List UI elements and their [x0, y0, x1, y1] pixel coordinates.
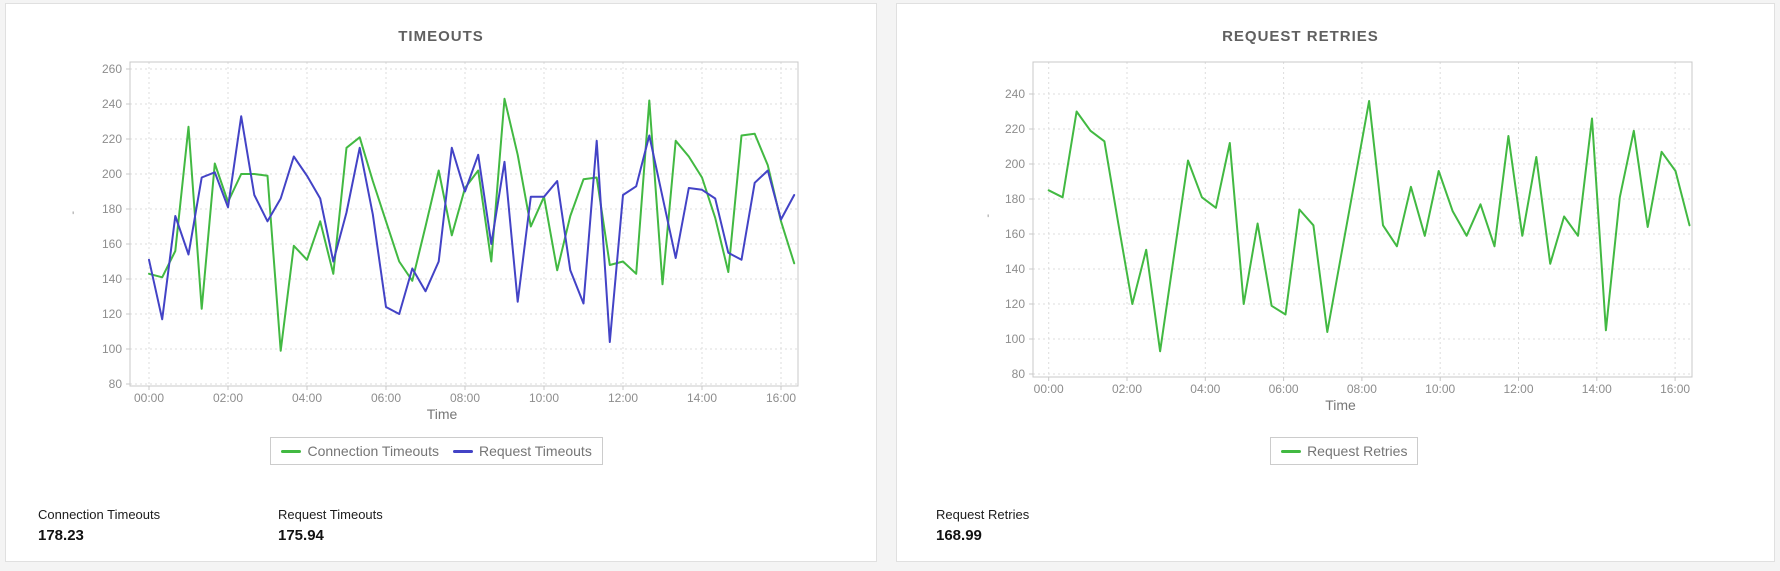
x-tick-label: 14:00	[687, 391, 717, 405]
y-tick-label: 80	[109, 377, 123, 391]
x-tick-label: 08:00	[450, 391, 480, 405]
x-tick-label: 06:00	[1269, 382, 1299, 396]
y-tick-label: 200	[1005, 157, 1025, 171]
x-tick-label: 04:00	[292, 391, 322, 405]
y-tick-label: 100	[1005, 332, 1025, 346]
y-tick-label: 80	[1012, 367, 1026, 381]
legend-item-connection-timeouts[interactable]: Connection Timeouts	[281, 443, 439, 459]
stat-value: 178.23	[38, 527, 84, 544]
stat-value: 175.94	[278, 527, 324, 544]
y-tick-label: 180	[102, 202, 122, 216]
stat-item: Request Timeouts 175.94	[278, 507, 383, 544]
legend: Connection Timeouts Request Timeouts	[6, 437, 867, 465]
y-tick-label: 160	[102, 237, 122, 251]
request-retries-plot[interactable]: 240 220 200 180 160 140 120 100 80 00:00 02:00 04:0…	[897, 4, 1775, 434]
y-tick-label: 120	[1005, 297, 1025, 311]
x-tick-label: 12:00	[1503, 382, 1533, 396]
legend-label: Request Timeouts	[478, 443, 592, 459]
stat-item: Request Retries 168.99	[936, 507, 1029, 544]
legend-box: Connection Timeouts Request Timeouts	[270, 437, 603, 465]
x-tick-label: 02:00	[1112, 382, 1142, 396]
y-tick-label: 240	[1005, 87, 1025, 101]
x-tick-label: 10:00	[529, 391, 559, 405]
x-axis-title: Time	[1325, 397, 1356, 413]
x-tick-label: 14:00	[1582, 382, 1612, 396]
y-tick-label: 120	[102, 307, 122, 321]
y-tick-label: 140	[102, 272, 122, 286]
y-tick-label: 240	[102, 97, 122, 111]
x-tick-label: 02:00	[213, 391, 243, 405]
legend-label: Connection Timeouts	[307, 443, 439, 459]
timeouts-chart-card: TIMEOUTS ' 260 240 220 200 180 160 140 120 100 80…	[5, 3, 877, 562]
chart-title: TIMEOUTS	[398, 28, 484, 45]
series-line-connection-timeouts[interactable]	[148, 97, 796, 352]
y-tick-label: 100	[102, 342, 122, 356]
y-tick-label: 260	[102, 62, 122, 76]
stat-label: Request Retries	[936, 507, 1030, 522]
y-axis-label-marker: '	[72, 209, 75, 223]
legend-item-request-timeouts[interactable]: Request Timeouts	[452, 443, 592, 459]
x-tick-label: 06:00	[371, 391, 401, 405]
request-retries-chart-card: REQUEST RETRIES ' 240 220 200 180 160 140 120 1…	[896, 3, 1775, 562]
series-line-request-timeouts[interactable]	[148, 115, 796, 343]
stat-label: Request Timeouts	[278, 507, 383, 522]
stat-label: Connection Timeouts	[38, 507, 161, 522]
stat-item: Connection Timeouts 178.23	[38, 507, 160, 544]
x-tick-label: 00:00	[134, 391, 164, 405]
x-tick-label: 04:00	[1190, 382, 1220, 396]
legend-line-swatch	[452, 449, 473, 453]
x-tick-label: 16:00	[1660, 382, 1690, 396]
series-line-request-retries[interactable]	[1047, 100, 1691, 353]
plot-border	[1032, 61, 1693, 378]
legend-line-swatch	[281, 449, 302, 453]
legend: Request Retries	[897, 437, 1780, 465]
timeouts-plot[interactable]: 260 240 220 200 180 160 140 120 100 80 00:00 02:00 0…	[6, 4, 876, 434]
legend-label: Request Retries	[1307, 443, 1408, 459]
x-tick-label: 10:00	[1425, 382, 1455, 396]
x-tick-label: 00:00	[1034, 382, 1064, 396]
x-tick-label: 08:00	[1347, 382, 1377, 396]
y-tick-label: 200	[102, 167, 122, 181]
legend-line-swatch	[1281, 449, 1302, 453]
y-axis-label-marker: '	[987, 212, 990, 226]
x-tick-label: 12:00	[608, 391, 638, 405]
legend-item-request-retries[interactable]: Request Retries	[1281, 443, 1407, 459]
y-tick-label: 220	[1005, 122, 1025, 136]
plot-border	[129, 61, 799, 387]
y-tick-label: 220	[102, 132, 122, 146]
chart-title: REQUEST RETRIES	[1222, 28, 1379, 45]
stat-value: 168.99	[936, 527, 982, 544]
y-tick-label: 180	[1005, 192, 1025, 206]
legend-box: Request Retries	[1270, 437, 1419, 465]
x-tick-label: 16:00	[766, 391, 796, 405]
x-axis-title: Time	[427, 406, 458, 422]
y-tick-label: 140	[1005, 262, 1025, 276]
y-tick-label: 160	[1005, 227, 1025, 241]
